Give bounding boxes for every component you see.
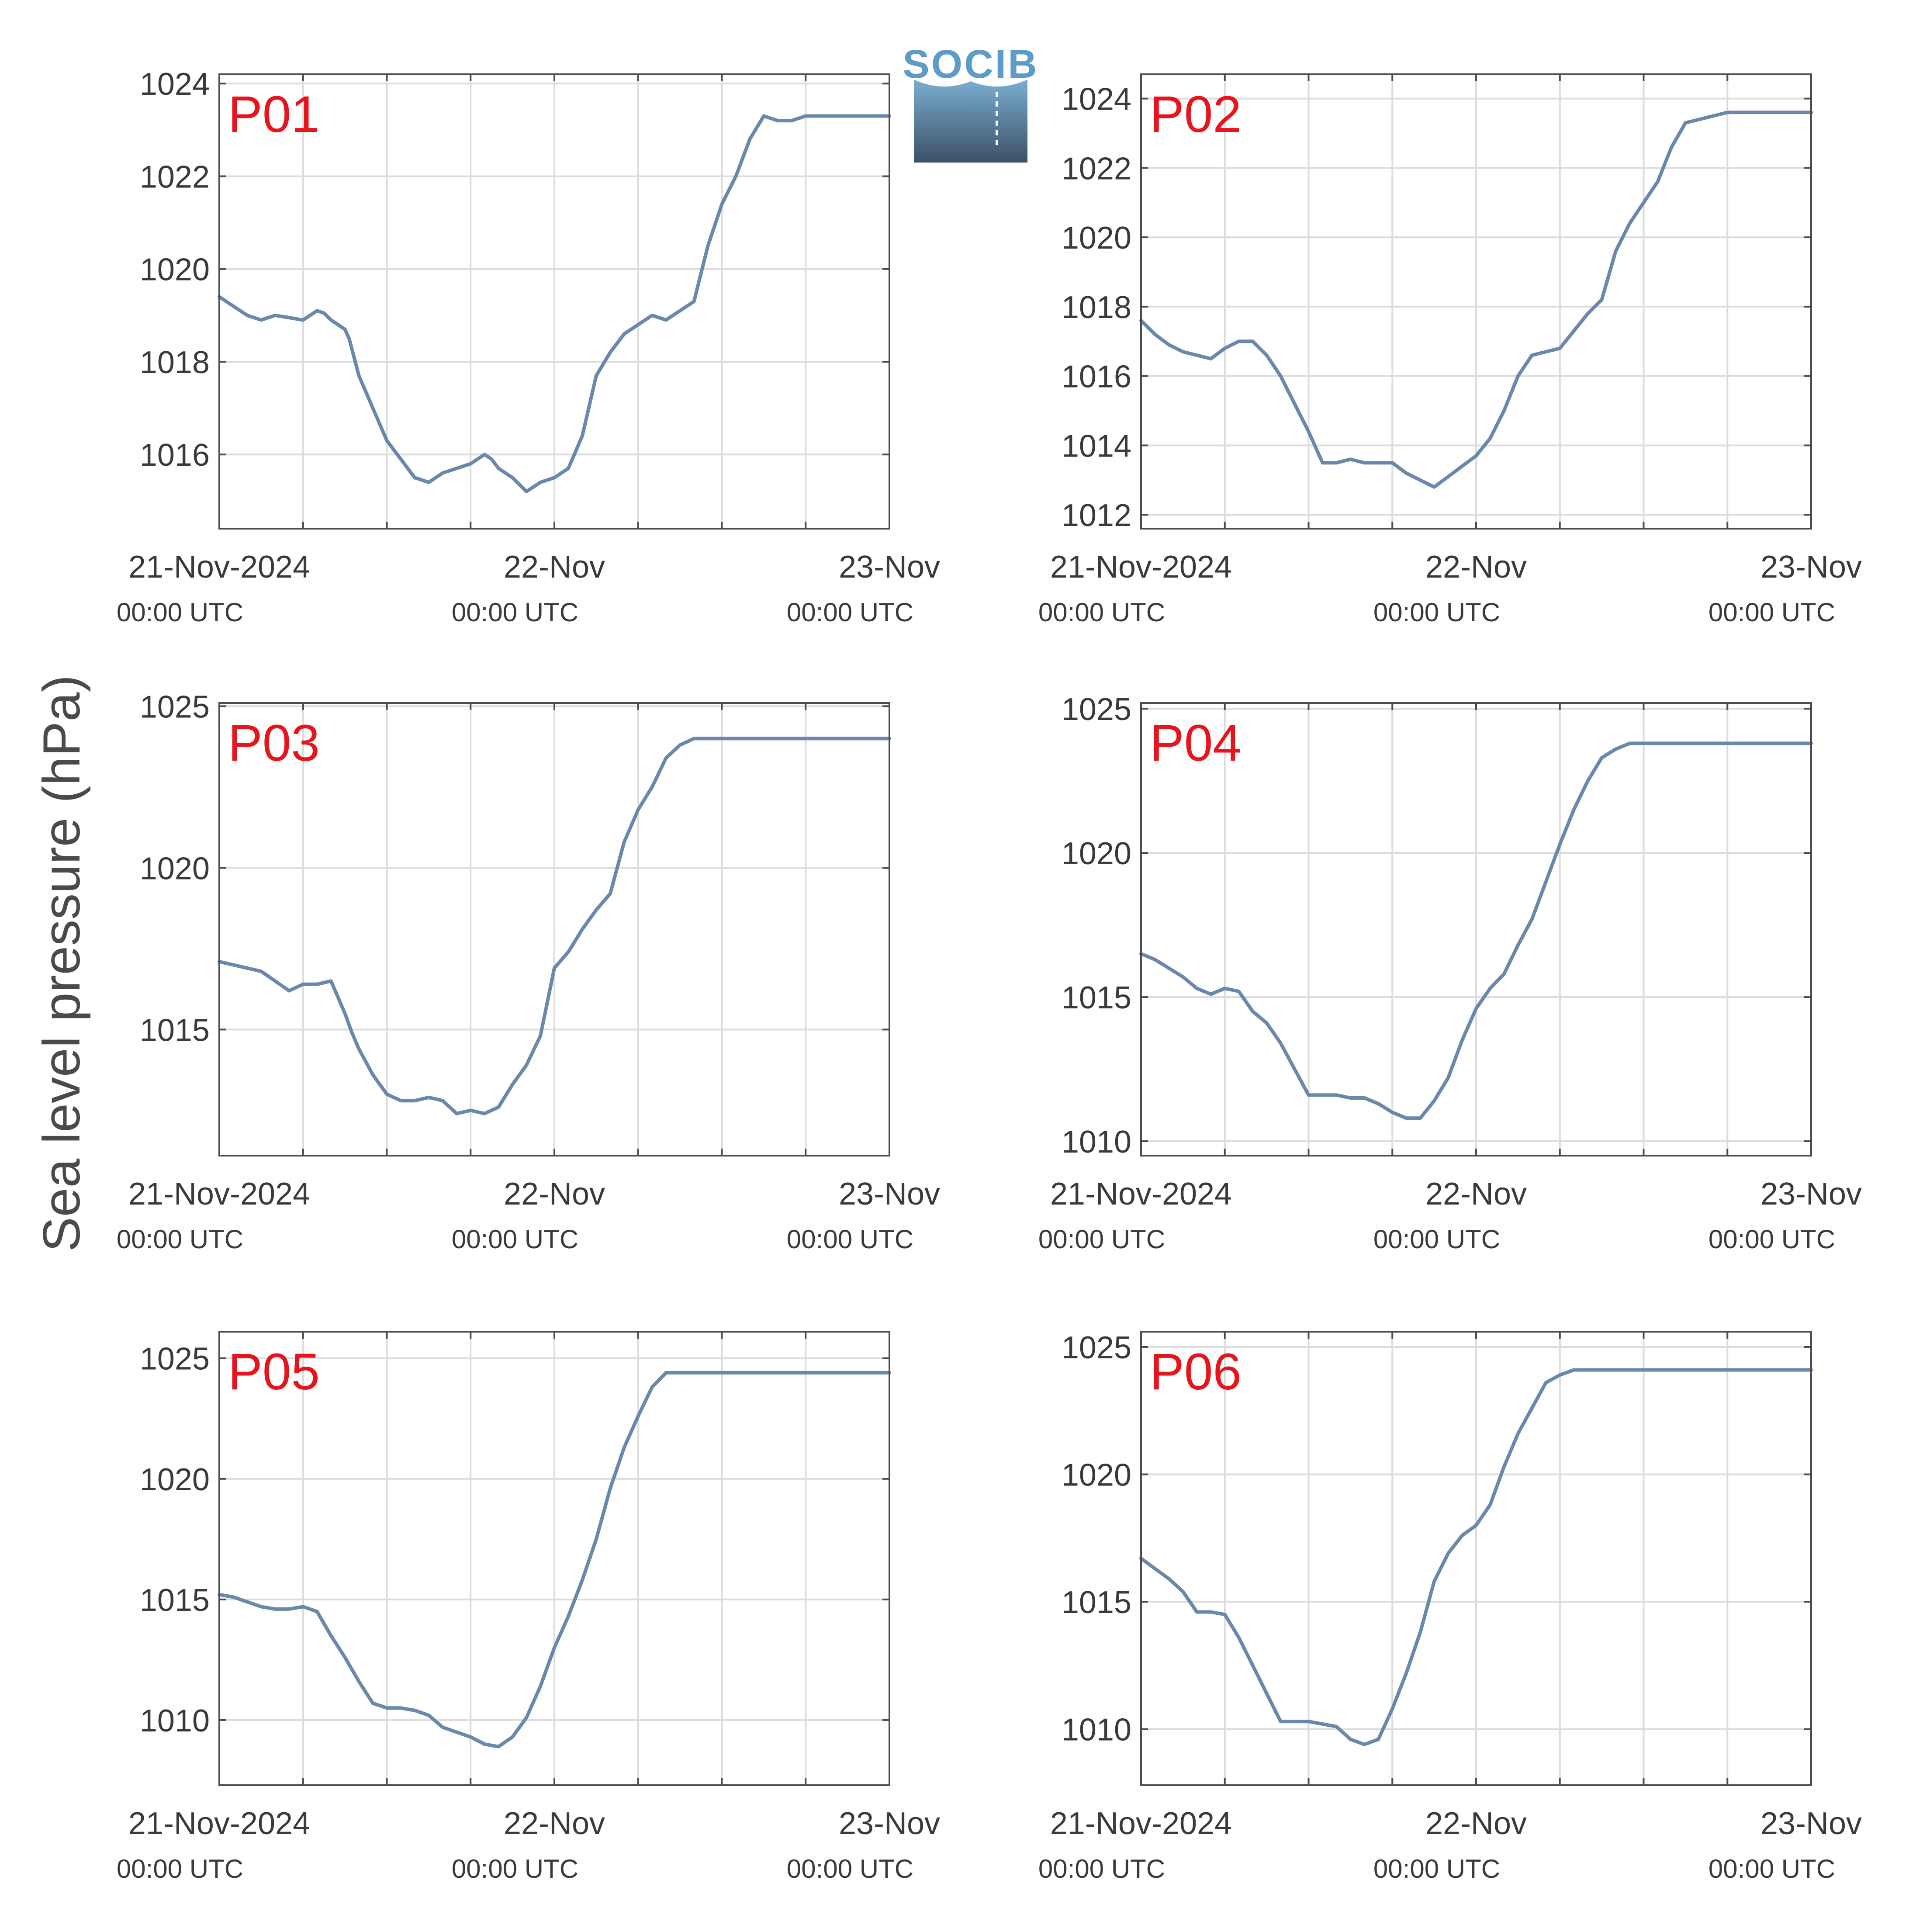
- socib-logo: SOCIB: [903, 42, 1038, 163]
- x-tick-date-label: 23-Nov: [1760, 550, 1862, 585]
- x-tick-time-label: 00:00 UTC: [117, 598, 243, 627]
- pressure-series-line: [218, 737, 891, 1115]
- x-tick-date-label: 21-Nov-2024: [128, 1806, 310, 1841]
- x-tick-date-label: 23-Nov: [839, 1177, 940, 1212]
- x-tick-date-label: 22-Nov: [504, 550, 605, 585]
- x-tick-date-label: 22-Nov: [1425, 1806, 1527, 1841]
- x-tick-date-label: 23-Nov: [839, 1806, 940, 1841]
- y-tick-label: 1025: [140, 1342, 210, 1377]
- y-tick-label: 1012: [1062, 498, 1131, 533]
- x-tick-time-label: 00:00 UTC: [1708, 1854, 1835, 1884]
- x-tick-time-label: 00:00 UTC: [452, 1225, 578, 1254]
- panel-label: P06: [1150, 1343, 1242, 1401]
- panel-label: P03: [228, 714, 320, 772]
- y-tick-label: 1016: [1062, 360, 1131, 395]
- y-tick-label: 1020: [1062, 1458, 1131, 1493]
- y-tick-label: 1018: [1062, 290, 1131, 325]
- panel-4: 1010 1015 1020 1025 21-Nov-2024 00:00 UTC 22-N…: [1038, 692, 1862, 1254]
- pressure-series-line: [218, 114, 891, 494]
- pressure-series-line: [1139, 1368, 1813, 1746]
- y-tick-label: 1016: [140, 438, 210, 473]
- y-tick-label: 1020: [140, 253, 210, 287]
- y-tick-label: 1018: [140, 345, 210, 380]
- y-tick-label: 1020: [140, 851, 210, 886]
- logo-wave-icon: [914, 80, 1027, 163]
- x-tick-time-label: 00:00 UTC: [1038, 1854, 1165, 1884]
- x-tick-date-label: 22-Nov: [504, 1806, 605, 1841]
- pressure-series-line: [1139, 741, 1813, 1120]
- panel-label: P04: [1150, 714, 1242, 772]
- y-tick-label: 1010: [1062, 1125, 1131, 1160]
- panel-label: P05: [228, 1343, 320, 1401]
- x-tick-date-label: 22-Nov: [1425, 1177, 1527, 1212]
- panel-2: 1012 1014 1016 1018 1020 1022 1024 21-Nov-2024 0…: [1038, 73, 1862, 627]
- x-tick-time-label: 00:00 UTC: [452, 598, 578, 627]
- panel-label: P01: [228, 86, 320, 143]
- y-tick-label: 1020: [1062, 836, 1131, 871]
- y-tick-label: 1025: [1062, 1330, 1131, 1365]
- x-tick-time-label: 00:00 UTC: [1708, 1225, 1835, 1254]
- panels: 1016 1018 1020 1022 1024 21-Nov-2024 00:00 UTC…: [117, 67, 1862, 1884]
- x-tick-date-label: 21-Nov-2024: [128, 1177, 310, 1212]
- y-tick-label: 1025: [1062, 692, 1131, 727]
- y-tick-label: 1024: [140, 67, 210, 102]
- y-tick-label: 1014: [1062, 429, 1131, 464]
- x-tick-time-label: 00:00 UTC: [1373, 1854, 1500, 1884]
- x-tick-time-label: 00:00 UTC: [1373, 598, 1500, 627]
- x-tick-time-label: 00:00 UTC: [1038, 598, 1165, 627]
- y-tick-label: 1010: [1062, 1713, 1131, 1748]
- y-tick-label: 1015: [140, 1013, 210, 1048]
- logo-text: SOCIB: [903, 42, 1038, 87]
- x-tick-time-label: 00:00 UTC: [787, 1854, 913, 1884]
- y-tick-label: 1020: [1062, 221, 1131, 256]
- y-axis-label: Sea level pressure (hPa): [32, 675, 91, 1252]
- x-tick-date-label: 21-Nov-2024: [1050, 1177, 1232, 1212]
- x-tick-time-label: 00:00 UTC: [117, 1225, 243, 1254]
- x-tick-date-label: 23-Nov: [839, 550, 940, 585]
- x-tick-time-label: 00:00 UTC: [787, 1225, 913, 1254]
- y-tick-label: 1025: [140, 689, 210, 724]
- x-tick-date-label: 22-Nov: [504, 1177, 605, 1212]
- panel-5: 1010 1015 1020 1025 21-Nov-2024 00:00 UTC 22-N…: [117, 1331, 940, 1884]
- y-tick-label: 1010: [140, 1703, 210, 1738]
- x-tick-time-label: 00:00 UTC: [117, 1854, 243, 1884]
- panel-label: P02: [1150, 86, 1242, 143]
- panel-1: 1016 1018 1020 1022 1024 21-Nov-2024 00:00 UTC…: [117, 67, 940, 627]
- x-tick-date-label: 21-Nov-2024: [1050, 1806, 1232, 1841]
- x-tick-time-label: 00:00 UTC: [1708, 598, 1835, 627]
- y-tick-label: 1015: [140, 1583, 210, 1618]
- y-tick-label: 1020: [140, 1462, 210, 1497]
- x-tick-date-label: 22-Nov: [1425, 550, 1527, 585]
- x-tick-time-label: 00:00 UTC: [787, 598, 913, 627]
- y-tick-label: 1022: [140, 159, 210, 194]
- x-tick-date-label: 23-Nov: [1760, 1177, 1862, 1212]
- pressure-series-line: [1139, 111, 1813, 489]
- pressure-series-line: [218, 1371, 891, 1748]
- x-tick-date-label: 21-Nov-2024: [128, 550, 310, 585]
- x-tick-date-label: 21-Nov-2024: [1050, 550, 1232, 585]
- x-tick-date-label: 23-Nov: [1760, 1806, 1862, 1841]
- x-tick-time-label: 00:00 UTC: [1038, 1225, 1165, 1254]
- y-tick-label: 1015: [1062, 980, 1131, 1015]
- panel-6: 1010 1015 1020 1025 21-Nov-2024 00:00 UTC 22-N…: [1038, 1330, 1862, 1884]
- x-tick-time-label: 00:00 UTC: [452, 1854, 578, 1884]
- y-tick-label: 1024: [1062, 82, 1131, 117]
- panel-3: 1015 1020 1025 21-Nov-2024 00:00 UTC 22-Nov 00…: [117, 689, 940, 1254]
- y-tick-label: 1022: [1062, 151, 1131, 186]
- y-tick-label: 1015: [1062, 1585, 1131, 1620]
- x-tick-time-label: 00:00 UTC: [1373, 1225, 1500, 1254]
